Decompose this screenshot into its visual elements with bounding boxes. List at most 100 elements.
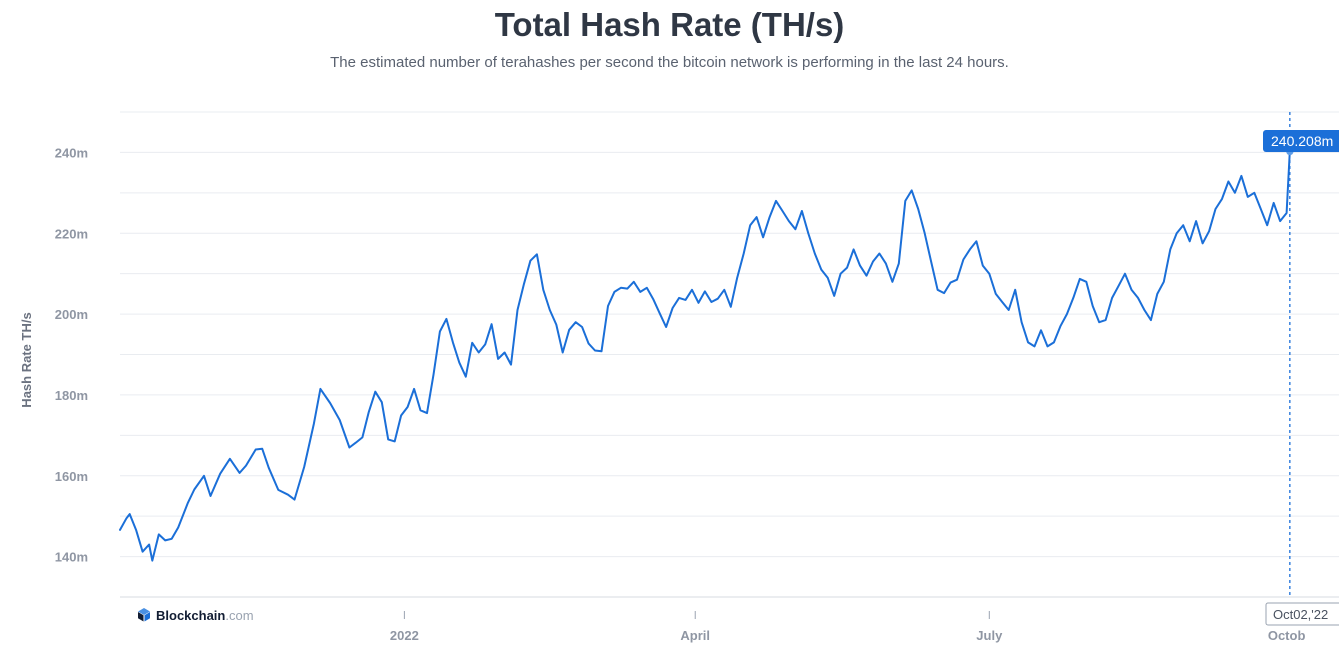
series-point bbox=[691, 289, 693, 291]
series-point bbox=[148, 544, 150, 546]
series-point bbox=[665, 326, 667, 328]
series-point bbox=[878, 253, 880, 255]
series-point bbox=[756, 216, 758, 218]
series-line-hash-rate[interactable] bbox=[119, 150, 1291, 562]
series-point bbox=[1059, 325, 1061, 327]
series-point bbox=[426, 412, 428, 414]
series-point bbox=[239, 472, 241, 474]
series-point bbox=[555, 324, 557, 326]
series-point bbox=[1014, 289, 1016, 291]
series-point bbox=[833, 295, 835, 297]
series-point bbox=[575, 321, 577, 323]
series-point bbox=[126, 517, 128, 519]
series-point bbox=[568, 329, 570, 331]
series-point bbox=[1221, 198, 1223, 200]
series-point bbox=[164, 539, 166, 541]
series-point bbox=[1266, 224, 1268, 226]
series-point bbox=[1234, 192, 1236, 194]
series-point bbox=[704, 290, 706, 292]
y-axis-label: Hash Rate TH/s bbox=[19, 312, 34, 407]
series-point bbox=[891, 281, 893, 283]
chart-subtitle: The estimated number of terahashes per s… bbox=[330, 54, 1009, 71]
series-point bbox=[1182, 224, 1184, 226]
x-tick-label: April bbox=[680, 628, 710, 643]
series-point bbox=[872, 261, 874, 263]
series-point bbox=[723, 289, 725, 291]
series-point bbox=[1034, 345, 1036, 347]
series-point bbox=[1131, 289, 1133, 291]
series-point bbox=[652, 298, 654, 300]
series-point bbox=[672, 307, 674, 309]
date-tooltip-text: Oct02,'22 bbox=[1273, 607, 1328, 622]
series-point bbox=[904, 200, 906, 202]
series-point bbox=[950, 282, 952, 284]
series-point bbox=[413, 388, 415, 390]
series-point bbox=[588, 343, 590, 345]
series-point bbox=[911, 189, 913, 191]
series-point bbox=[1053, 341, 1055, 343]
series-point bbox=[229, 458, 231, 460]
series-point bbox=[930, 261, 932, 263]
series-point bbox=[1143, 309, 1145, 311]
series-point bbox=[885, 263, 887, 265]
value-tooltip-text: 240.208m bbox=[1271, 133, 1333, 149]
blockchain-logo[interactable]: Blockchain.com bbox=[138, 608, 254, 623]
series-point bbox=[187, 502, 189, 504]
series-point bbox=[1079, 278, 1081, 280]
series-point bbox=[827, 277, 829, 279]
series-point bbox=[407, 406, 409, 408]
series-point bbox=[988, 273, 990, 275]
series-point bbox=[613, 291, 615, 293]
series-point bbox=[1253, 192, 1255, 194]
series-point bbox=[313, 423, 315, 425]
series-point bbox=[607, 305, 609, 307]
series-point bbox=[866, 275, 868, 277]
y-tick-label: 220m bbox=[55, 226, 88, 241]
series-point bbox=[549, 309, 551, 311]
series-point bbox=[361, 436, 363, 438]
series-point bbox=[329, 402, 331, 404]
series-point bbox=[736, 277, 738, 279]
series-point bbox=[1279, 220, 1281, 222]
series-point bbox=[491, 323, 493, 325]
series-point bbox=[1176, 232, 1178, 234]
series-point bbox=[445, 318, 447, 320]
value-tooltip: 240.208m bbox=[1263, 130, 1339, 152]
series-point bbox=[1247, 196, 1249, 198]
series-point bbox=[1227, 181, 1229, 183]
x-tick-label: July bbox=[976, 628, 1003, 643]
series-point bbox=[433, 374, 435, 376]
series-point bbox=[969, 248, 971, 250]
series-point bbox=[659, 312, 661, 314]
series-point bbox=[1215, 208, 1217, 210]
series-point bbox=[814, 253, 816, 255]
series-point bbox=[594, 350, 596, 352]
series-point bbox=[710, 301, 712, 303]
series-point bbox=[1150, 319, 1152, 321]
series-point bbox=[775, 200, 777, 202]
series-point bbox=[975, 240, 977, 242]
series-point bbox=[261, 448, 263, 450]
series-point bbox=[924, 232, 926, 234]
series-point bbox=[1137, 297, 1139, 299]
series-point bbox=[698, 302, 700, 304]
grid-lines bbox=[120, 111, 1339, 558]
series-point bbox=[142, 551, 144, 553]
series-point bbox=[420, 409, 422, 411]
y-tick-label: 240m bbox=[55, 145, 88, 160]
series-point bbox=[1008, 309, 1010, 311]
series-point bbox=[730, 306, 732, 308]
series-point bbox=[840, 273, 842, 275]
series-point bbox=[400, 415, 402, 417]
series-point bbox=[151, 560, 153, 562]
chart-title: Total Hash Rate (TH/s) bbox=[494, 6, 845, 43]
series-point bbox=[277, 489, 279, 491]
series-point bbox=[478, 352, 480, 354]
series-point bbox=[898, 263, 900, 265]
series-point bbox=[129, 513, 131, 515]
series-point bbox=[471, 342, 473, 344]
series-point bbox=[294, 499, 296, 501]
value-tooltip-box bbox=[1263, 130, 1339, 152]
series-point bbox=[368, 411, 370, 413]
